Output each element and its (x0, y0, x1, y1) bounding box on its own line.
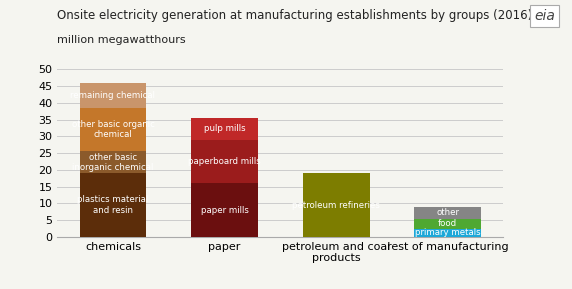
Text: eia: eia (534, 9, 555, 23)
Text: pulp mills: pulp mills (204, 124, 245, 133)
Bar (80, 108, 146, 151)
Text: other: other (436, 208, 459, 217)
Bar (303, 173, 370, 237)
Bar (191, 118, 258, 140)
Bar (191, 183, 258, 237)
Text: primary metals: primary metals (415, 228, 480, 237)
Text: other basic
inorganic chemical: other basic inorganic chemical (72, 153, 154, 172)
Text: petroleum refineries: petroleum refineries (292, 201, 380, 210)
Text: paperboard mills: paperboard mills (188, 157, 261, 166)
Bar (414, 229, 481, 237)
Text: million megawatthours: million megawatthours (57, 35, 186, 45)
Bar (80, 151, 146, 173)
Text: Onsite electricity generation at manufacturing establishments by groups (2016): Onsite electricity generation at manufac… (57, 9, 533, 22)
Bar (414, 207, 481, 218)
Text: remaining chemical: remaining chemical (70, 91, 156, 100)
Bar (191, 140, 258, 183)
Bar (414, 218, 481, 229)
Text: paper mills: paper mills (201, 206, 248, 215)
Bar (80, 83, 146, 108)
Text: other basic organic
chemical: other basic organic chemical (72, 120, 154, 139)
Text: plastics material
and resin: plastics material and resin (77, 195, 149, 215)
Bar (80, 173, 146, 237)
Text: food: food (438, 219, 457, 228)
